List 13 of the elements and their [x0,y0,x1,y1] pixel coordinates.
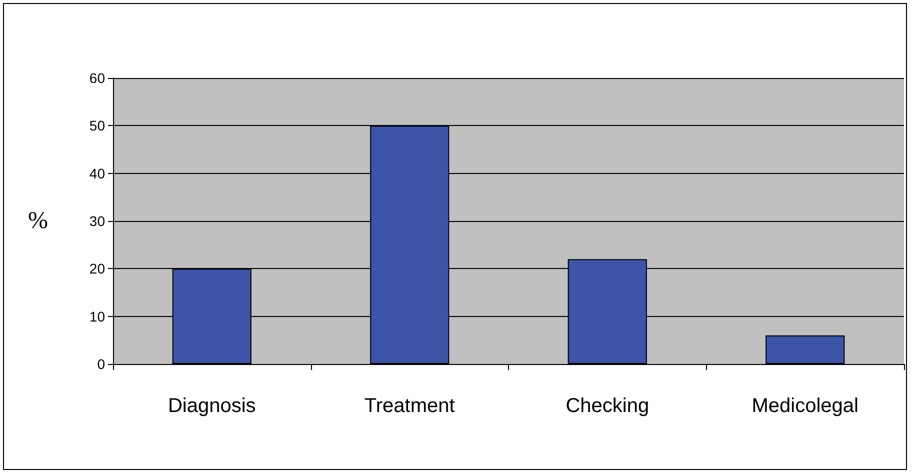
x-tick-label: Medicolegal [752,395,858,417]
y-axis-title: % [28,208,48,234]
x-tick-label: Checking [566,395,650,417]
x-tick-label: Treatment [364,395,456,417]
bar [766,335,845,364]
y-tick-label: 10 [89,308,106,324]
y-tick-label: 40 [89,165,106,182]
y-tick-label: 50 [89,118,106,134]
y-tick-label: 0 [97,356,106,372]
y-tick-label: 60 [89,70,106,86]
y-tick-label: 20 [89,260,106,277]
y-tick-label: 30 [89,213,106,229]
x-tick-label: Diagnosis [168,395,256,417]
